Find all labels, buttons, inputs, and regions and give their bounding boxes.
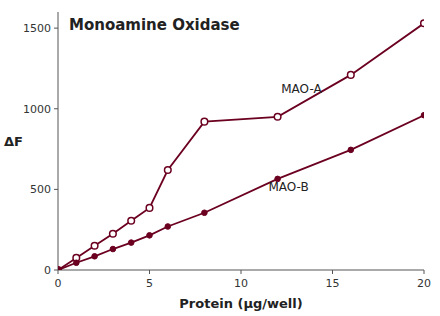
x-tick-label: 5 [146,277,153,290]
data-point [165,167,172,174]
plot-area [58,20,424,270]
title: Monoamine Oxidase [69,16,240,34]
x-tick [332,270,333,274]
series-line [58,23,424,270]
data-point [201,118,208,125]
y-tick-label: 500 [30,183,51,196]
data-point [92,253,98,259]
data-point [74,260,80,266]
data-point [202,210,208,216]
data-point [348,147,354,153]
series-label: MAO-A [281,82,322,96]
y-tick [54,28,58,29]
x-tick [149,270,150,274]
x-tick-label: 0 [55,277,62,290]
x-tick-label: 20 [417,277,431,290]
y-tick-label: 1500 [23,22,51,35]
x-tick-label: 15 [326,277,340,290]
data-point [146,205,153,212]
data-point [91,243,98,250]
y-tick [54,270,58,271]
x-tick-label: 10 [234,277,248,290]
data-point [128,218,135,225]
x-tick [241,270,242,274]
x-tick [58,270,59,274]
data-point [274,114,281,121]
data-point [421,112,424,118]
series-line [58,115,424,270]
y-tick-label: 1000 [23,103,51,116]
x-tick [424,270,425,274]
data-point [128,240,134,246]
data-point [110,246,116,252]
data-point [58,267,61,270]
chart: 0 5 10 15 20 0 500 1000 1500 Protein (μg/well) ΔF M… [0,0,440,316]
data-point [58,267,61,270]
y-tick [54,108,58,109]
data-point [421,20,424,27]
y-axis [58,12,59,270]
data-point [147,233,153,239]
y-axis-label: ΔF [4,134,23,149]
x-axis-label: Protein (μg/well) [179,296,302,311]
data-point [110,230,117,237]
series-label: MAO-B [268,180,308,194]
y-tick-label: 0 [44,264,51,277]
data-point [348,72,355,79]
data-point [165,224,171,230]
y-tick [54,189,58,190]
